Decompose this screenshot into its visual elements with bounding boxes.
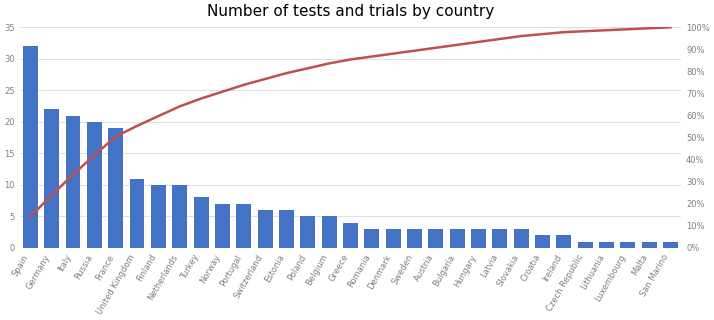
Bar bbox=[301, 216, 315, 248]
Bar bbox=[471, 229, 486, 248]
Bar bbox=[578, 242, 593, 248]
Bar bbox=[321, 216, 336, 248]
Bar bbox=[109, 128, 123, 248]
Bar bbox=[87, 122, 102, 248]
Bar bbox=[407, 229, 422, 248]
Bar bbox=[642, 242, 657, 248]
Bar bbox=[513, 229, 528, 248]
Bar bbox=[343, 223, 358, 248]
Bar bbox=[236, 204, 251, 248]
Bar bbox=[493, 229, 507, 248]
Bar bbox=[620, 242, 635, 248]
Bar bbox=[193, 197, 208, 248]
Bar bbox=[599, 242, 614, 248]
Bar bbox=[151, 185, 166, 248]
Bar bbox=[364, 229, 379, 248]
Bar bbox=[535, 235, 550, 248]
Bar bbox=[663, 242, 678, 248]
Bar bbox=[386, 229, 401, 248]
Bar bbox=[450, 229, 465, 248]
Bar bbox=[215, 204, 230, 248]
Bar bbox=[172, 185, 187, 248]
Bar bbox=[556, 235, 571, 248]
Title: Number of tests and trials by country: Number of tests and trials by country bbox=[207, 4, 494, 19]
Bar bbox=[279, 210, 294, 248]
Bar bbox=[129, 179, 144, 248]
Bar bbox=[44, 109, 59, 248]
Bar bbox=[23, 46, 38, 248]
Bar bbox=[428, 229, 443, 248]
Bar bbox=[258, 210, 273, 248]
Bar bbox=[66, 116, 81, 248]
